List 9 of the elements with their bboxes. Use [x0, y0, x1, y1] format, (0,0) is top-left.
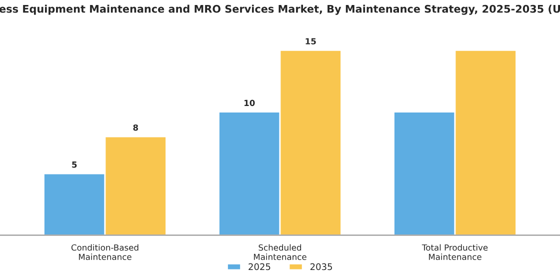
x-tick-label: Total Productive Maintenance — [422, 244, 488, 260]
data-label: 10 — [244, 100, 255, 106]
data-label: 8 — [133, 124, 138, 131]
data-label: 15 — [306, 38, 316, 44]
legend-label: 2035 — [310, 263, 332, 270]
data-label: 5 — [72, 162, 77, 168]
legend-label: 2025 — [248, 263, 270, 270]
x-tick-label: Condition-Based Maintenance — [71, 244, 138, 260]
x-tick-label: Scheduled Maintenance — [254, 244, 306, 260]
